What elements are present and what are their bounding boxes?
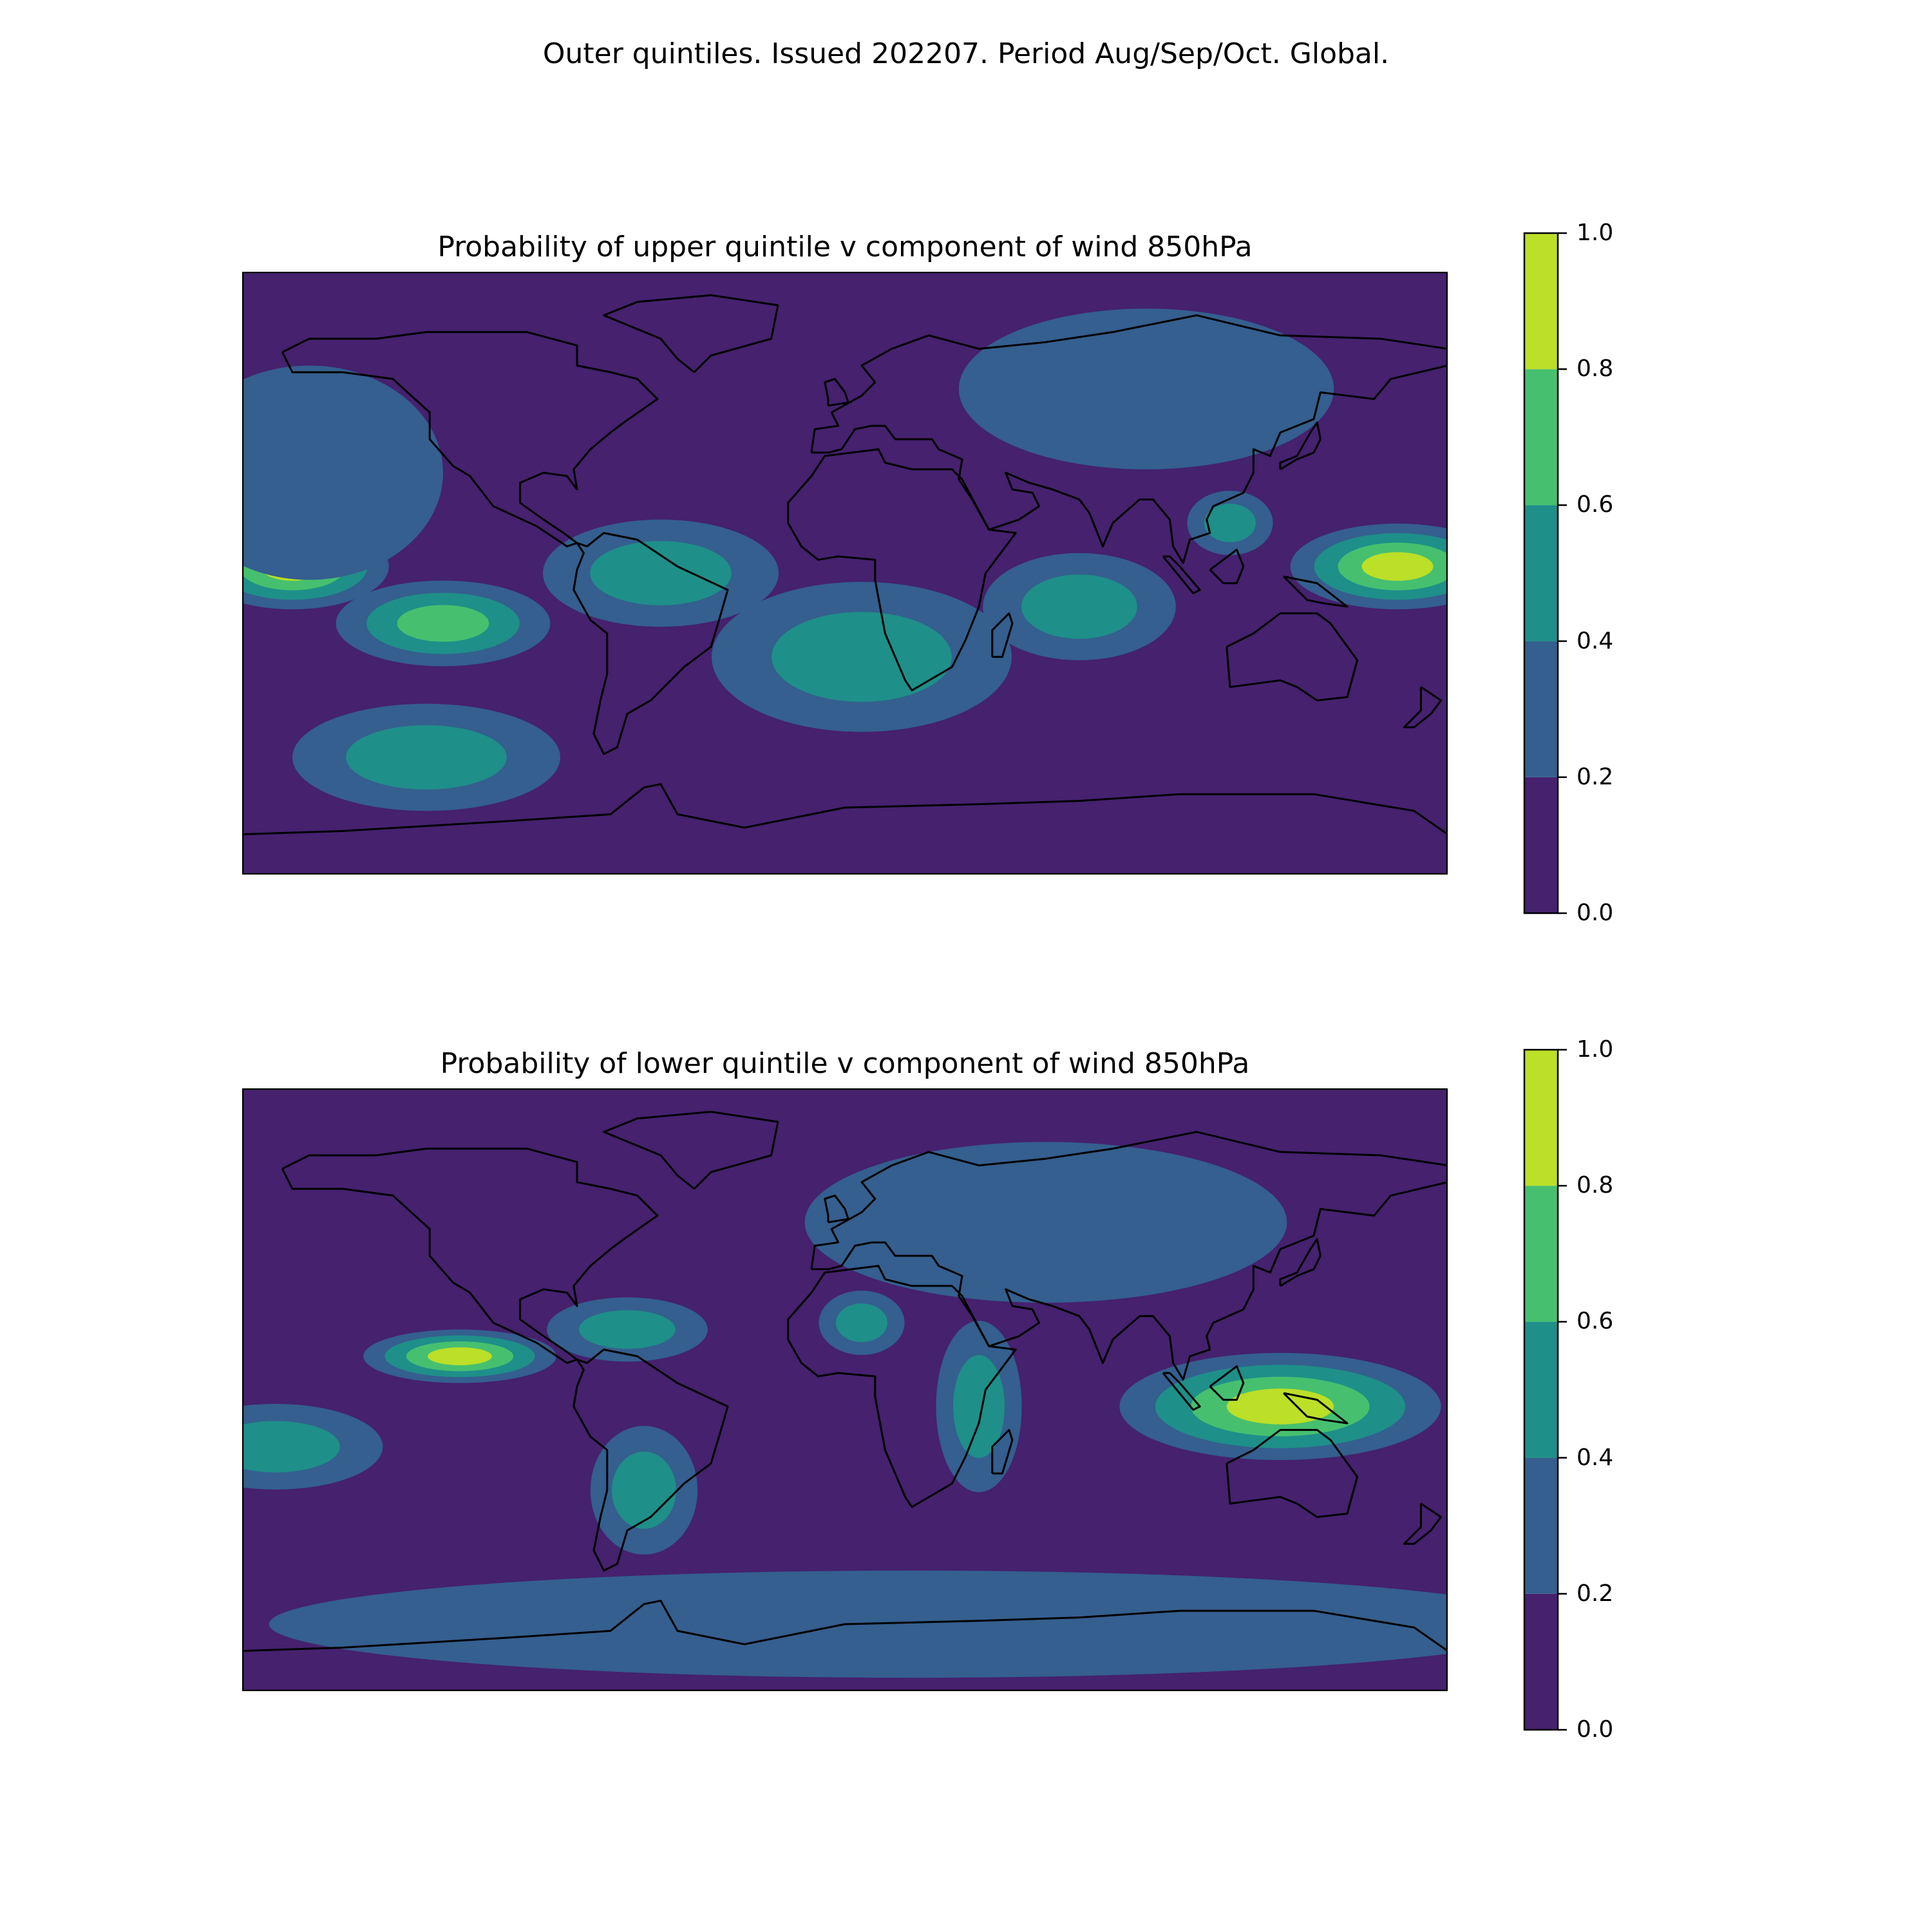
colorbar-frame xyxy=(1523,1048,1559,1731)
colorbar-segment-3 xyxy=(1524,369,1558,506)
region-0-8-band-1 xyxy=(958,308,1334,469)
coast-madagascar xyxy=(991,1428,1014,1475)
coast-new-guinea xyxy=(1283,575,1349,608)
colorbar-tick-label: 0.8 xyxy=(1577,1172,1614,1199)
coast-north-america xyxy=(281,331,659,547)
coast-north-america xyxy=(281,1148,659,1364)
region-0-5-band-2 xyxy=(346,725,507,790)
colorbar-tick-label: 0.4 xyxy=(1577,627,1614,654)
colorbar-tick-label: 0.0 xyxy=(1577,1716,1614,1743)
colorbar-segment-2 xyxy=(1524,1321,1558,1458)
panel-title-upper: Probability of upper quintile v componen… xyxy=(437,231,1253,263)
coast-british-isles xyxy=(824,377,849,407)
colorbar-segment-3 xyxy=(1524,1186,1558,1322)
region-1-0-band-4 xyxy=(428,1347,492,1365)
region-0-1-band-4 xyxy=(1361,552,1434,581)
colorbar-tick-label: 0.8 xyxy=(1577,355,1614,383)
region-0-4-band-2 xyxy=(772,612,952,702)
panel-title-lower: Probability of lower quintile v componen… xyxy=(440,1047,1250,1080)
region-1-4-band-2 xyxy=(579,1310,676,1349)
coast-africa-eurasia xyxy=(787,1265,1017,1508)
coast-british-isles xyxy=(824,1194,849,1224)
coast-sumatra xyxy=(1162,1372,1201,1411)
colorbar-tick-label: 0.6 xyxy=(1577,491,1614,518)
map-frame xyxy=(242,272,1448,875)
map-lower-quintile xyxy=(242,1088,1448,1691)
colorbar-segment-1 xyxy=(1524,641,1558,777)
coast-sumatra xyxy=(1162,555,1201,594)
coast-new-zealand xyxy=(1403,1502,1443,1545)
region-0-9-band-1 xyxy=(242,365,443,580)
coast-new-guinea xyxy=(1283,1392,1349,1425)
coast-south-america xyxy=(573,1349,729,1572)
coast-australia xyxy=(1226,1428,1359,1519)
coast-australia xyxy=(1226,612,1359,702)
region-1-5-band-2 xyxy=(836,1303,887,1342)
colorbar-tick-label: 0.0 xyxy=(1577,900,1614,926)
colorbar-segment-0 xyxy=(1524,777,1558,913)
coast-borneo xyxy=(1209,1365,1245,1401)
colorbar-segment-4 xyxy=(1524,233,1558,370)
map-frame xyxy=(242,1088,1448,1691)
colorbar-tick-label: 0.2 xyxy=(1577,763,1614,790)
coast-antarctica xyxy=(242,783,1448,836)
colorbar-segment-0 xyxy=(1524,1593,1558,1730)
region-0-2-band-3 xyxy=(397,605,489,642)
coast-japan xyxy=(1279,421,1321,471)
coast-new-zealand xyxy=(1403,686,1443,728)
region-1-7-band-1 xyxy=(804,1142,1287,1303)
region-0-7-band-2 xyxy=(1204,504,1256,542)
figure-title: Outer quintiles. Issued 202207. Period A… xyxy=(542,37,1390,70)
coast-antarctica xyxy=(242,1600,1448,1653)
colorbar-segment-1 xyxy=(1524,1457,1558,1594)
colorbar-segment-4 xyxy=(1524,1050,1558,1186)
colorbar-tick-label: 0.6 xyxy=(1577,1308,1614,1335)
coast-japan xyxy=(1279,1238,1321,1287)
coast-eurasia xyxy=(810,314,1448,564)
coast-eurasia xyxy=(810,1131,1448,1381)
coast-madagascar xyxy=(991,612,1014,658)
colorbar-upper xyxy=(1523,232,1567,914)
map-upper-quintile xyxy=(242,272,1448,875)
colorbar-segment-2 xyxy=(1524,505,1558,641)
coast-borneo xyxy=(1209,549,1245,585)
colorbar-tick-label: 1.0 xyxy=(1577,1036,1614,1063)
region-0-3-band-2 xyxy=(590,541,732,605)
region-0-6-band-2 xyxy=(1021,574,1137,639)
colorbar-lower xyxy=(1523,1048,1567,1731)
colorbar-tick-label: 0.2 xyxy=(1577,1580,1614,1607)
coast-greenland xyxy=(603,294,779,374)
region-1-2-band-2 xyxy=(242,1421,340,1473)
colorbar-tick-label: 0.4 xyxy=(1577,1444,1614,1471)
coast-greenland xyxy=(603,1110,779,1190)
coast-south-america xyxy=(573,532,729,755)
region-1-6-band-2 xyxy=(612,1452,676,1529)
colorbar-frame xyxy=(1523,232,1559,914)
colorbar-tick-label: 1.0 xyxy=(1577,220,1614,246)
coast-africa-eurasia xyxy=(787,448,1017,692)
